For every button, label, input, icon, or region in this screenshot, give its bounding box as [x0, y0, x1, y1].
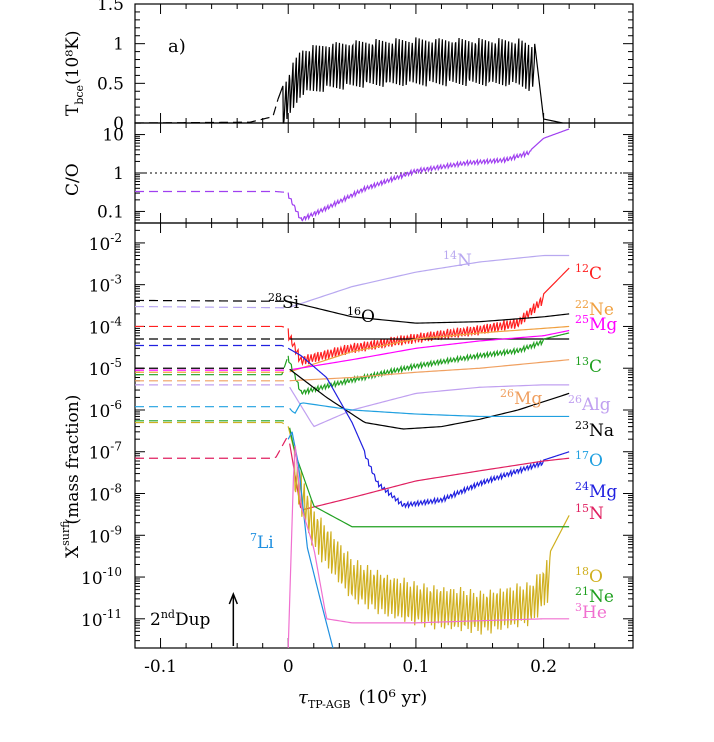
series-22Ne [289, 325, 570, 373]
isotope-label-21Ne: 21Ne [575, 585, 614, 607]
isotope-label-16O: 16O [347, 305, 375, 327]
isotope-label-28Si: 28Si [268, 291, 300, 313]
isotope-label-22Ne: 22Ne [575, 298, 614, 320]
panel-a-ytick-labels: 0 0.5 1 1.5 [97, 0, 124, 134]
y-tick-label: 10-10 [81, 565, 122, 589]
isotope-label-14N: 14N [443, 249, 472, 271]
series-T_bce (TP-AGB envelope) [277, 37, 563, 124]
series-16O-pre-tp [134, 299, 287, 302]
series-14N [289, 254, 570, 308]
y-tick-label: 10-9 [89, 523, 122, 547]
y-tick-label: 1.5 [97, 0, 124, 15]
series-18O [287, 426, 570, 635]
second-dredge-up-label: 2ndDup [150, 608, 211, 630]
isotope-label-26Mg: 26Mg [500, 387, 542, 409]
panel-b-ylabel: C/O [63, 163, 83, 196]
series-16O [289, 301, 570, 324]
series-21Ne [289, 427, 570, 528]
y-tick-label: 10 [102, 126, 124, 146]
y-tick-label: 10-3 [89, 273, 122, 297]
series-lines [134, 37, 633, 649]
y-tick-label: 10-11 [81, 607, 122, 631]
x-tick-label: 0.2 [530, 657, 557, 677]
series-12C [287, 267, 570, 367]
y-tick-label: 10-7 [89, 440, 122, 464]
x-tick-label: -0.1 [144, 657, 177, 677]
x-tick-labels: -0.1 0 0.1 0.2 [144, 657, 557, 677]
panel-c-frame [134, 222, 634, 649]
series-13C-pre-tp [135, 355, 289, 376]
series-25Mg [289, 329, 570, 371]
series-T_bce (pre TP, dashed)-dashed [134, 99, 279, 124]
y-tick-label: 10-2 [89, 231, 122, 255]
series-C/O-pre-tp [135, 190, 289, 194]
second-dredge-up-arrowhead [228, 591, 239, 605]
y-tick-label: 0 [113, 114, 124, 134]
series-3He [287, 445, 570, 649]
y-tick-label: 10-8 [89, 482, 122, 506]
panel-c-ytick-labels: 10-2 10-3 10-4 10-5 10-6 10-7 10-8 10-9 10-10 10-… [81, 231, 122, 631]
y-tick-label: 1 [113, 35, 124, 55]
series-18O-pre-tp [135, 421, 289, 428]
isotope-label-18O: 18O [575, 565, 603, 587]
panel-a-label: a) [168, 36, 186, 57]
isotope-label-7Li: 7Li [250, 531, 274, 553]
isotope-label-15N: 15N [575, 502, 604, 524]
isotope-label-26Alg: 26Alg [568, 393, 611, 415]
y-tick-label: 1 [113, 164, 124, 184]
isotope-label-23Na: 23Na [575, 419, 614, 441]
x-axis-label: τTP-AGB (10⁶ yr) [298, 687, 427, 711]
series-15N-pre-tp [135, 437, 288, 459]
series-14N-pre-tp [134, 305, 287, 309]
series-24Mg-pre-tp [135, 344, 289, 349]
isotope-label-12C: 12C [575, 262, 602, 284]
x-tick-label: 0 [283, 657, 294, 677]
series-26Alg [289, 384, 570, 428]
y-tick-label: 10-5 [89, 356, 122, 380]
isotope-label-17O: 17O [575, 449, 603, 471]
panel-c-ylabel: Xsurfi(mass fraction) [59, 395, 83, 558]
panel-b-ytick-labels: 0.1 1 10 [97, 126, 124, 223]
isotope-label-25Mg: 25Mg [575, 313, 617, 335]
panel-a-ylabel: Tbce(10⁸K) [63, 31, 86, 116]
y-tick-label: 0.5 [97, 74, 124, 94]
x-tick-label: 0.1 [402, 657, 429, 677]
series-C/O [287, 128, 570, 222]
series-26Mg [289, 359, 570, 382]
series-17O [289, 402, 570, 418]
isotope-label-3He: 3He [575, 601, 607, 623]
isotope-label-24Mg: 24Mg [575, 480, 617, 502]
y-tick-label: 10-4 [89, 314, 123, 338]
series-13C [287, 332, 570, 396]
series-12C-pre-tp [135, 325, 289, 329]
series-24Mg [287, 347, 570, 509]
y-tick-label: 0.1 [97, 202, 124, 222]
series-15N [289, 443, 570, 511]
series-23Na [289, 368, 570, 430]
y-tick-label: 10-6 [89, 398, 122, 422]
isotope-label-13C: 13C [575, 355, 602, 377]
